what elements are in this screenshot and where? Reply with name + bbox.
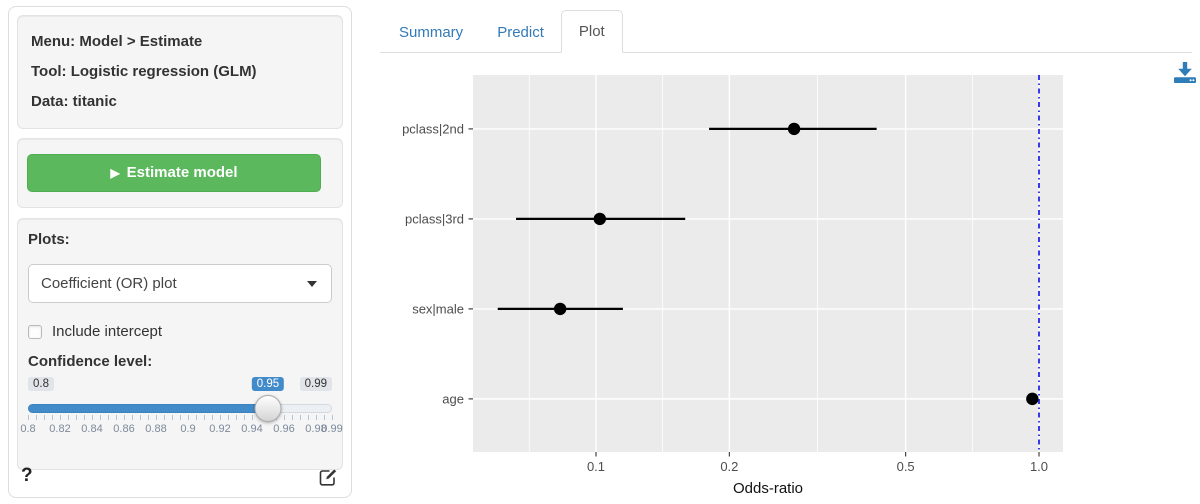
help-icon[interactable]: ? <box>21 465 33 486</box>
estimate-model-label: Estimate model <box>126 164 238 181</box>
model-info-panel: Menu: Model > Estimate Tool: Logistic re… <box>17 15 343 129</box>
include-intercept-checkbox[interactable] <box>28 324 42 339</box>
plot-controls-panel: Plots: Coefficient (OR) plot Include int… <box>17 218 343 470</box>
sidebar-footer: ? <box>21 463 339 489</box>
svg-text:0.2: 0.2 <box>720 459 738 474</box>
odds-ratio-plot: 0.1 0.2 0.5 1.0 pclass|2nd pclass|3rd sex|male… <box>402 75 1063 497</box>
svg-text:1.0: 1.0 <box>1030 459 1048 474</box>
slider-max-badge: 0.99 <box>299 377 332 391</box>
slider-ticks <box>28 415 333 421</box>
svg-text:pclass|2nd: pclass|2nd <box>402 121 464 136</box>
tab-predict[interactable]: Predict <box>497 24 544 41</box>
menu-info: Menu: Model > Estimate <box>31 33 203 50</box>
plot-type-selected: Coefficient (OR) plot <box>41 275 177 292</box>
tab-summary[interactable]: Summary <box>399 24 464 41</box>
include-intercept-row[interactable]: Include intercept <box>28 323 332 340</box>
tool-info: Tool: Logistic regression (GLM) <box>31 63 257 80</box>
download-arrow <box>1178 62 1192 77</box>
tab-plot[interactable]: Plot <box>560 10 623 53</box>
slider-min-badge: 0.8 <box>28 377 54 391</box>
download-tray <box>1174 77 1196 83</box>
estimate-model-button[interactable]: ▶ Estimate model <box>27 154 321 192</box>
include-intercept-label: Include intercept <box>52 323 163 340</box>
tabbar: Summary Predict Plot <box>380 8 1192 53</box>
slider-handle[interactable] <box>254 395 282 422</box>
pencil-square-icon[interactable] <box>318 466 339 487</box>
svg-text:0.5: 0.5 <box>897 459 915 474</box>
plots-label: Plots: <box>28 231 70 248</box>
chevron-down-icon <box>307 281 317 287</box>
svg-text:age: age <box>442 391 464 406</box>
svg-text:Odds-ratio: Odds-ratio <box>733 480 803 497</box>
slider-track-fill <box>28 404 268 413</box>
svg-text:0.1: 0.1 <box>587 459 605 474</box>
svg-text:pclass|3rd: pclass|3rd <box>405 211 464 226</box>
slider-tick-labels: 0.8 0.82 0.84 0.86 0.88 0.9 0.92 0.94 0.96 0.98 0.… <box>20 423 343 435</box>
slider-value-badge: 0.95 <box>251 377 285 391</box>
confidence-level-label: Confidence level: <box>28 353 153 370</box>
plot-type-select[interactable]: Coefficient (OR) plot <box>28 264 332 303</box>
download-icon[interactable] <box>1173 62 1197 84</box>
svg-text:sex|male: sex|male <box>412 301 464 316</box>
sidebar: Menu: Model > Estimate Tool: Logistic re… <box>8 6 352 498</box>
estimate-panel: ▶ Estimate model <box>17 138 343 208</box>
confidence-slider: 0.8 0.95 0.99 0.8 0.82 0.84 0.86 0.88 0.9 0.92… <box>20 377 343 443</box>
data-info: Data: titanic <box>31 93 117 110</box>
play-icon: ▶ <box>110 166 120 180</box>
